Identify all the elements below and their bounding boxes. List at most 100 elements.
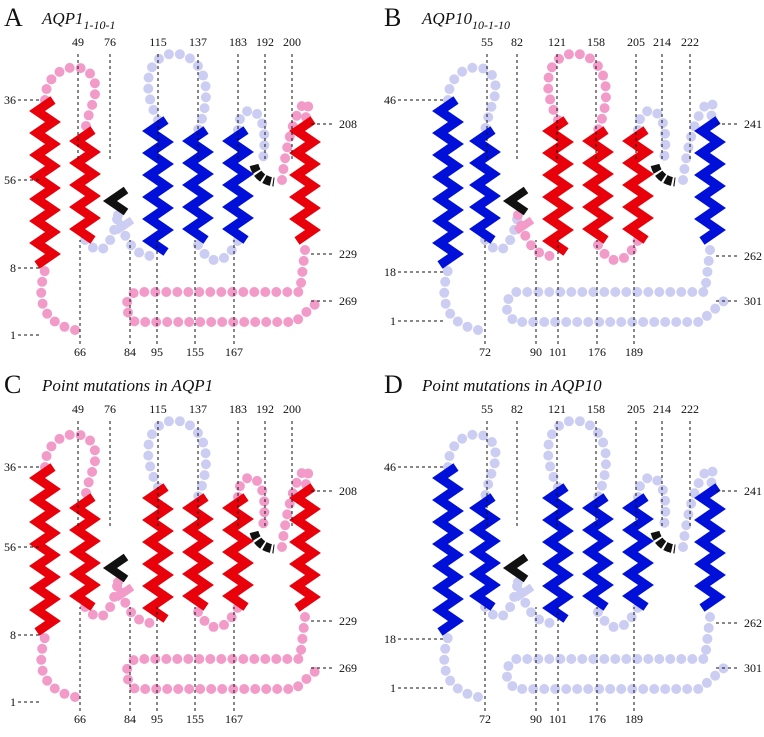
residue-label: 241 — [744, 484, 762, 498]
loop — [593, 602, 643, 633]
residue-label: 137 — [189, 402, 207, 416]
panel-title: Point mutations in AQP1 — [41, 376, 213, 395]
helix — [622, 493, 654, 611]
residue-label: 214 — [653, 402, 671, 416]
loop — [443, 62, 501, 135]
loop — [501, 612, 730, 694]
residue-label: 222 — [681, 402, 699, 416]
residue-label: 66 — [74, 345, 86, 359]
helix — [222, 126, 254, 244]
half-helix-tail — [113, 583, 135, 602]
loop — [678, 464, 718, 552]
loop — [193, 235, 243, 266]
helix — [432, 463, 464, 636]
loop — [633, 472, 671, 537]
residue-label: 1 — [390, 314, 396, 328]
residue-label: 46 — [384, 93, 396, 107]
residue-label: 56 — [4, 540, 16, 554]
residue-label: 49 — [72, 35, 84, 49]
residue-label: 82 — [511, 35, 523, 49]
loop — [143, 415, 211, 502]
helix — [694, 483, 726, 612]
title-main: AQP1 — [41, 9, 84, 28]
helix — [29, 96, 61, 269]
residue-label: 1 — [10, 695, 16, 709]
helix — [289, 483, 321, 612]
loop — [80, 577, 123, 622]
loop — [121, 612, 325, 694]
loop — [543, 415, 611, 502]
loop — [633, 105, 671, 170]
residue-label: 82 — [511, 402, 523, 416]
residue-label: 208 — [339, 484, 357, 498]
panel-letter: A — [4, 3, 23, 32]
loop — [678, 97, 718, 185]
npa-segment — [650, 530, 676, 554]
panel-title: AQP11-10-1 — [41, 9, 116, 32]
panel-title: AQP1010-1-10 — [421, 9, 510, 32]
residue-label: 95 — [151, 345, 163, 359]
loop — [593, 235, 643, 266]
residue-label: 189 — [625, 345, 643, 359]
npa-segment — [249, 163, 275, 187]
helix — [542, 483, 574, 623]
residue-label: 1 — [10, 328, 16, 342]
title-subscript: 10-1-10 — [472, 18, 510, 32]
half-helix-tail — [513, 583, 535, 602]
title-main: Point mutations in AQP1 — [41, 376, 213, 395]
helix — [142, 483, 174, 623]
residue-label: 1 — [390, 681, 396, 695]
residue-label: 101 — [549, 345, 567, 359]
residue-label: 72 — [479, 712, 491, 726]
residue-label: 8 — [10, 628, 16, 642]
residue-label: 115 — [149, 402, 167, 416]
helix — [694, 116, 726, 245]
loop — [36, 632, 80, 702]
residue-label: 8 — [10, 261, 16, 275]
residue-label: 137 — [189, 35, 207, 49]
residue-label: 262 — [744, 249, 762, 263]
residue-label: 36 — [4, 460, 16, 474]
half-helix — [502, 553, 529, 583]
panel: C Point mutations in AQP1 49 76 115 137 183 192… — [4, 370, 357, 726]
helix — [582, 126, 614, 244]
residue-label: 158 — [587, 35, 605, 49]
loop — [80, 210, 123, 255]
title-subscript: 1-10-1 — [84, 18, 116, 32]
panel-letter: C — [4, 370, 21, 399]
residue-label: 167 — [225, 345, 243, 359]
residue-label: 222 — [681, 35, 699, 49]
residue-label: 90 — [530, 345, 542, 359]
loop — [439, 265, 483, 335]
residue-label: 176 — [588, 712, 606, 726]
helix — [289, 116, 321, 245]
loop — [40, 429, 101, 502]
loop — [480, 577, 523, 622]
helix — [182, 493, 214, 611]
residue-label: 241 — [744, 117, 762, 131]
residue-label: 176 — [588, 345, 606, 359]
helix — [142, 116, 174, 256]
helix — [582, 493, 614, 611]
residue-label: 205 — [627, 35, 645, 49]
residue-label: 55 — [481, 402, 493, 416]
residue-label: 200 — [283, 35, 301, 49]
residue-label: 189 — [625, 712, 643, 726]
loop — [439, 632, 483, 702]
residue-label: 18 — [384, 632, 396, 646]
half-helix — [502, 186, 529, 216]
helix — [542, 116, 574, 256]
loop — [501, 245, 730, 327]
loop — [233, 472, 270, 537]
residue-label: 214 — [653, 35, 671, 49]
residue-label: 46 — [384, 460, 396, 474]
residue-label: 66 — [74, 712, 86, 726]
residue-label: 301 — [744, 661, 762, 675]
helix — [469, 493, 501, 611]
residue-label: 84 — [124, 345, 136, 359]
title-main: AQP10 — [421, 9, 473, 28]
residue-label: 183 — [229, 35, 247, 49]
panel: B AQP1010-1-10 55 82 121 158 205 214 222 46 18 1 241… — [384, 3, 762, 359]
residue-label: 115 — [149, 35, 167, 49]
